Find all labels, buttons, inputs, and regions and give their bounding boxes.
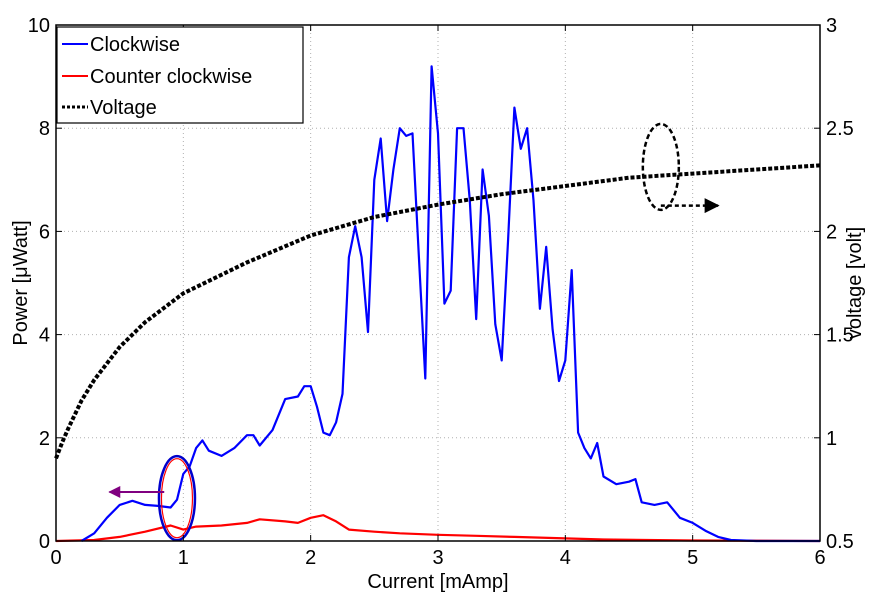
legend-label-voltage: Voltage xyxy=(90,97,157,119)
legend-box xyxy=(56,26,304,124)
ticks: 0 1 2 3 4 5 6 0 2 4 6 8 10 0.5 1 1.5 2 2.5 3 xyxy=(28,15,854,569)
x-tick-label: 0 xyxy=(50,547,61,569)
y2-tick-label: 2 xyxy=(826,221,837,243)
x-tick-label: 6 xyxy=(814,547,825,569)
y-tick-label: 6 xyxy=(39,221,50,243)
y2-axis-label: voltage [volt] xyxy=(844,227,866,339)
annotations xyxy=(108,122,720,542)
y-axis-label: Power [μWatt] xyxy=(10,220,32,345)
legend-label-counter-clockwise: Counter clockwise xyxy=(90,66,252,88)
y-tick-label: 8 xyxy=(39,118,50,140)
y2-tick-label: 0.5 xyxy=(826,531,854,553)
grid xyxy=(56,25,820,541)
series-line-clockwise xyxy=(80,65,820,543)
y-tick-label: 0 xyxy=(39,531,50,553)
power-annotation-ellipse-blue xyxy=(157,454,197,542)
x-tick-label: 3 xyxy=(432,547,443,569)
series-line-voltage xyxy=(54,163,821,460)
y2-tick-label: 3 xyxy=(826,15,837,37)
legend: Clockwise Counter clockwise Voltage xyxy=(56,26,304,124)
y-tick-label: 4 xyxy=(39,325,50,347)
x-tick-label: 5 xyxy=(687,547,698,569)
x-tick-label: 4 xyxy=(560,547,571,569)
series-line-counter-clockwise xyxy=(55,514,821,543)
series-layer xyxy=(54,65,821,543)
y-tick-label: 2 xyxy=(39,428,50,450)
voltage-annotation-ellipse xyxy=(641,122,681,212)
x-axis-label: Current [mAmp] xyxy=(367,571,508,593)
power-annotation-ellipse-red xyxy=(160,458,194,539)
y-tick-label: 10 xyxy=(28,15,50,37)
y2-tick-label: 1 xyxy=(826,428,837,450)
legend-label-clockwise: Clockwise xyxy=(90,34,180,56)
y2-tick-label: 2.5 xyxy=(826,118,854,140)
x-tick-label: 1 xyxy=(178,547,189,569)
y2-tick-label: 1.5 xyxy=(826,325,854,347)
x-tick-label: 2 xyxy=(305,547,316,569)
